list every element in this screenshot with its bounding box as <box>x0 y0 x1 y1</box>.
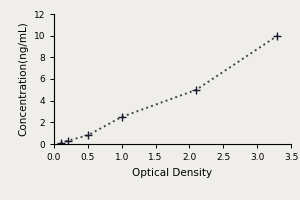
Point <box>194 88 199 91</box>
Point <box>85 134 90 137</box>
X-axis label: Optical Density: Optical Density <box>132 168 213 178</box>
Point <box>275 34 280 37</box>
Point <box>119 115 124 119</box>
Point <box>65 139 70 142</box>
Point <box>58 141 63 145</box>
Y-axis label: Concentration(ng/mL): Concentration(ng/mL) <box>18 22 28 136</box>
